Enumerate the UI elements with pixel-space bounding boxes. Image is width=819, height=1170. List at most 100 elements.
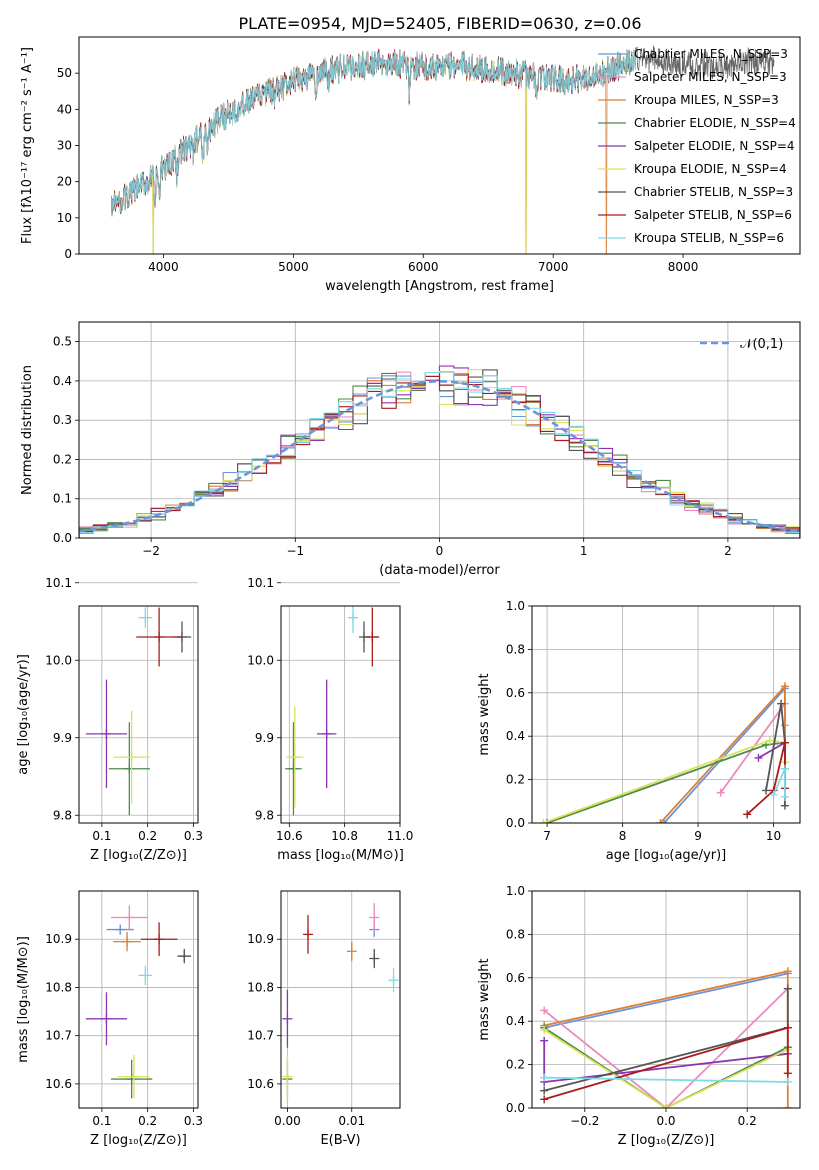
- weight-marker-2: [783, 967, 792, 976]
- x-tick-label: 0.01: [338, 1114, 365, 1128]
- y-tick-label: 20: [57, 175, 72, 189]
- weight-marker-5: [662, 1104, 670, 1108]
- errorbar-point-1: [111, 905, 148, 930]
- x-tick-label: 0.2: [138, 1114, 157, 1128]
- y-tick-label: 9.9: [255, 731, 274, 745]
- axes-frame: [280, 890, 401, 1109]
- weight-line-8: [544, 1076, 788, 1083]
- axes-frame: [78, 36, 801, 255]
- y-tick-label: 0.4: [506, 729, 525, 743]
- weight-line-5: [543, 1029, 789, 1108]
- y-tick-label: 0.4: [53, 374, 72, 388]
- errorbar-point-7: [303, 915, 314, 954]
- y-tick-label: 0.8: [506, 642, 525, 656]
- x-axis-label: Z [log₁₀(Z/Z⊙)]: [618, 1133, 715, 1148]
- y-tick-label: 30: [57, 139, 72, 153]
- errorbar-point-7: [365, 607, 380, 667]
- weight-marker-8: [780, 792, 789, 801]
- errorbar-point-4: [85, 679, 128, 789]
- errorbar-point-5: [113, 710, 150, 804]
- panel-spectrum: 4000 5000 6000 7000 8000 0 10 20 30 40 50 wavelengt…: [20, 36, 801, 294]
- errorbar-point-3: [285, 722, 302, 816]
- y-tick-label: 10.9: [45, 932, 72, 946]
- errorbar-point-2: [346, 941, 357, 961]
- panel-massweight_vs_Z: −0.2 0.0 0.2 0.0 0.2 0.4 0.6 0.8 1.0 Z [log₁₀(Z/Z…: [477, 884, 801, 1148]
- legend-label-2: Kroupa MILES, N_SSP=3: [634, 93, 779, 107]
- y-axis-label: Flux [fλ10⁻¹⁷ erg cm⁻² s⁻¹ A⁻¹]: [20, 47, 35, 244]
- x-axis-label: (data-model)/error: [379, 563, 500, 578]
- x-axis-label: Z [log₁₀(Z/Z⊙)]: [90, 1133, 187, 1148]
- y-tick-label: 0: [64, 247, 72, 261]
- y-axis-label: mass weight: [477, 673, 492, 755]
- errorbar-point-4: [282, 989, 293, 1048]
- errorbar-point-8: [388, 968, 399, 993]
- weight-marker-3: [543, 819, 552, 823]
- y-tick-label: 0.1: [53, 492, 72, 506]
- legend-label-8: Kroupa STELIB, N_SSP=6: [634, 231, 784, 245]
- weight-marker-5: [540, 1025, 549, 1034]
- y-tick-label: 9.8: [255, 808, 274, 822]
- weight-line-3: [543, 1026, 789, 1108]
- x-tick-label: 0.3: [184, 829, 203, 843]
- errorbar-point-5: [286, 706, 304, 808]
- y-tick-label: 10.8: [247, 980, 274, 994]
- y-tick-label: 0.0: [506, 1101, 525, 1115]
- errorbar-point-4: [316, 679, 337, 789]
- y-tick-label: 10.1: [247, 576, 274, 590]
- weight-marker-8: [783, 1077, 792, 1086]
- x-tick-label: 0.00: [274, 1114, 301, 1128]
- errorbar-point-7: [140, 922, 178, 957]
- y-tick-label: 10: [57, 211, 72, 225]
- weight-marker-6: [540, 1086, 549, 1095]
- errorbar-point-1: [369, 903, 380, 932]
- panel-mass_vs_ebv: 0.00 0.01 10.6 10.7 10.8 10.9 E(B-V): [247, 890, 401, 1148]
- y-tick-label: 10.0: [45, 653, 72, 667]
- weight-marker-6: [777, 699, 786, 708]
- weight-marker-7: [780, 738, 789, 747]
- errorbar-point-7: [136, 607, 182, 667]
- weight-line-0: [544, 972, 788, 1029]
- spectrum-legend: Chabrier MILES, N_SSP=3 Salpeter MILES, N…: [598, 47, 796, 245]
- y-tick-label: 1.0: [506, 884, 525, 898]
- weight-marker-5: [765, 736, 774, 745]
- weight-marker-2: [780, 682, 789, 691]
- legend-label-7: Salpeter STELIB, N_SSP=6: [634, 208, 792, 222]
- weight-marker-2: [656, 819, 665, 823]
- y-tick-label: 0.0: [506, 816, 525, 830]
- y-axis-label: mass weight: [477, 958, 492, 1040]
- errorbar-point-3: [111, 1059, 153, 1099]
- x-tick-label: 0.0: [656, 1114, 675, 1128]
- x-tick-label: 10: [766, 829, 781, 843]
- legend-label-0: Chabrier MILES, N_SSP=3: [634, 47, 788, 61]
- errorbar-point-6: [369, 948, 380, 969]
- weight-marker-6: [762, 786, 771, 795]
- x-tick-label: 7: [543, 829, 551, 843]
- weight-marker-6: [783, 984, 792, 993]
- y-tick-label: 0.8: [506, 927, 525, 941]
- x-axis-label: wavelength [Angstrom, rest frame]: [325, 279, 554, 294]
- y-tick-label: 0.6: [506, 971, 525, 985]
- y-tick-label: 10.7: [45, 1029, 72, 1043]
- y-tick-label: 10.0: [247, 653, 274, 667]
- x-tick-label: 0.2: [138, 829, 157, 843]
- y-tick-label: 10.1: [45, 576, 72, 590]
- axes-frame: [531, 605, 801, 824]
- weight-marker-1: [716, 788, 725, 797]
- y-tick-label: 0.2: [53, 452, 72, 466]
- x-axis-label: Z [log₁₀(Z/Z⊙)]: [90, 848, 187, 863]
- y-tick-label: 1.0: [506, 599, 525, 613]
- y-tick-label: 10.8: [45, 980, 72, 994]
- y-tick-label: 9.9: [53, 731, 72, 745]
- x-axis-label: E(B-V): [320, 1133, 360, 1148]
- y-tick-label: 10.7: [247, 1029, 274, 1043]
- x-tick-label: 10.6: [276, 829, 303, 843]
- panel-residuals: −2 −1 0 1 2 0.0 0.1 0.2 0.3 0.4 0.5 (data-model)/er…: [20, 321, 801, 578]
- x-tick-label: 7000: [538, 260, 569, 274]
- y-tick-label: 0.4: [506, 1014, 525, 1028]
- x-tick-label: −1: [286, 544, 304, 558]
- axes-frame: [78, 321, 801, 539]
- y-tick-label: 9.8: [53, 808, 72, 822]
- weight-marker-8: [769, 790, 778, 799]
- legend-label-4: Salpeter ELODIE, N_SSP=4: [634, 139, 795, 153]
